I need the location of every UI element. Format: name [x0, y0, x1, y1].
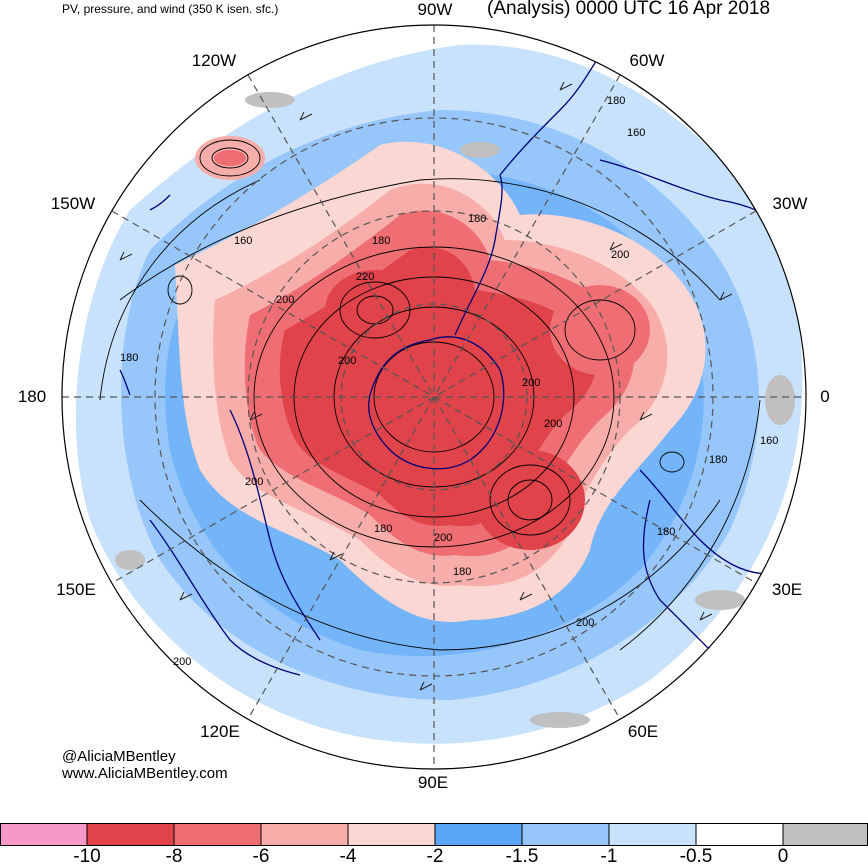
lon-label-60w: 60W — [629, 51, 665, 70]
contour-label: 200 — [245, 476, 263, 488]
map-boundary — [61, 24, 807, 770]
contour-label: 180 — [120, 352, 138, 364]
lon-label-90w: 90W — [417, 0, 453, 19]
contour-label: 160 — [627, 127, 645, 139]
lon-label-150e: 150E — [56, 580, 96, 599]
author-handle: @AliciaMBentley — [62, 748, 176, 765]
lon-label-0: 0 — [820, 387, 830, 406]
contour-label: 160 — [234, 235, 252, 247]
colorbar-tick-label: -6 — [252, 846, 270, 867]
map-subtitle: PV, pressure, and wind (350 K isen. sfc.… — [62, 2, 279, 16]
pv-maximum-30w — [550, 285, 650, 375]
colorbar-tick-label: -8 — [165, 846, 183, 867]
colorbar-swatch — [261, 823, 348, 846]
contour-label: 200 — [173, 656, 191, 668]
wind-barbs — [119, 81, 733, 691]
contour-label: 160 — [760, 435, 778, 447]
contour-label: 200 — [522, 377, 540, 389]
lon-label-120e: 120E — [200, 722, 240, 741]
colorbar-tick-label: -1 — [600, 846, 618, 867]
contour-label: 200 — [544, 418, 562, 430]
colorbar-tick-label: 0 — [777, 846, 789, 867]
colorbar-swatch — [696, 823, 783, 846]
lon-label-60e: 60E — [627, 722, 659, 741]
colorbar-tick-label: -2 — [426, 846, 444, 867]
contour-label: 200 — [276, 294, 294, 306]
contour-label: 180 — [374, 523, 392, 535]
contour-label: 180 — [372, 235, 390, 247]
colorbar-tick-label: -0.5 — [679, 846, 713, 867]
colorbar-swatch — [348, 823, 435, 846]
colorbar-swatch — [783, 823, 868, 846]
lon-label-30e: 30E — [771, 580, 803, 599]
colorbar-tick-label: -4 — [339, 846, 357, 867]
colorbar-swatch — [0, 823, 87, 846]
colorbar-swatch — [87, 823, 174, 846]
contour-label: 180 — [607, 95, 625, 107]
contour-label: 180 — [468, 213, 486, 225]
map-title: (Analysis) 0000 UTC 16 Apr 2018 — [487, 0, 771, 19]
contour-label: 180 — [657, 526, 675, 538]
colorbar-swatch — [522, 823, 609, 846]
lon-label-150w: 150W — [50, 194, 96, 213]
contour-label: 200 — [576, 617, 594, 629]
contour-label: 200 — [434, 532, 452, 544]
lon-label-30w: 30W — [772, 194, 808, 213]
pv-shading-red — [175, 136, 706, 622]
author-website: www.AliciaMBentley.com — [62, 765, 228, 782]
colorbar-swatch — [174, 823, 261, 846]
pv-shading-gray — [115, 92, 795, 728]
contour-label: 220 — [356, 271, 374, 283]
colorbar-swatch — [435, 823, 522, 846]
colorbar-tick-label: -10 — [73, 846, 101, 867]
lon-label-90e: 90E — [417, 773, 449, 792]
contour-label: 200 — [338, 355, 356, 367]
lon-label-120w: 120W — [191, 51, 237, 70]
colorbar-tick-label: -1.5 — [505, 846, 539, 867]
colorbar-swatch — [609, 823, 696, 846]
contour-labels: 180 160 180 180 160 220 200 200 180 200 … — [120, 95, 778, 668]
lon-label-180: 180 — [17, 387, 47, 406]
contour-label: 200 — [611, 249, 629, 261]
contour-label: 180 — [453, 566, 471, 578]
graticule — [62, 25, 806, 769]
contour-label: 180 — [709, 454, 727, 466]
colorbar — [0, 823, 868, 846]
